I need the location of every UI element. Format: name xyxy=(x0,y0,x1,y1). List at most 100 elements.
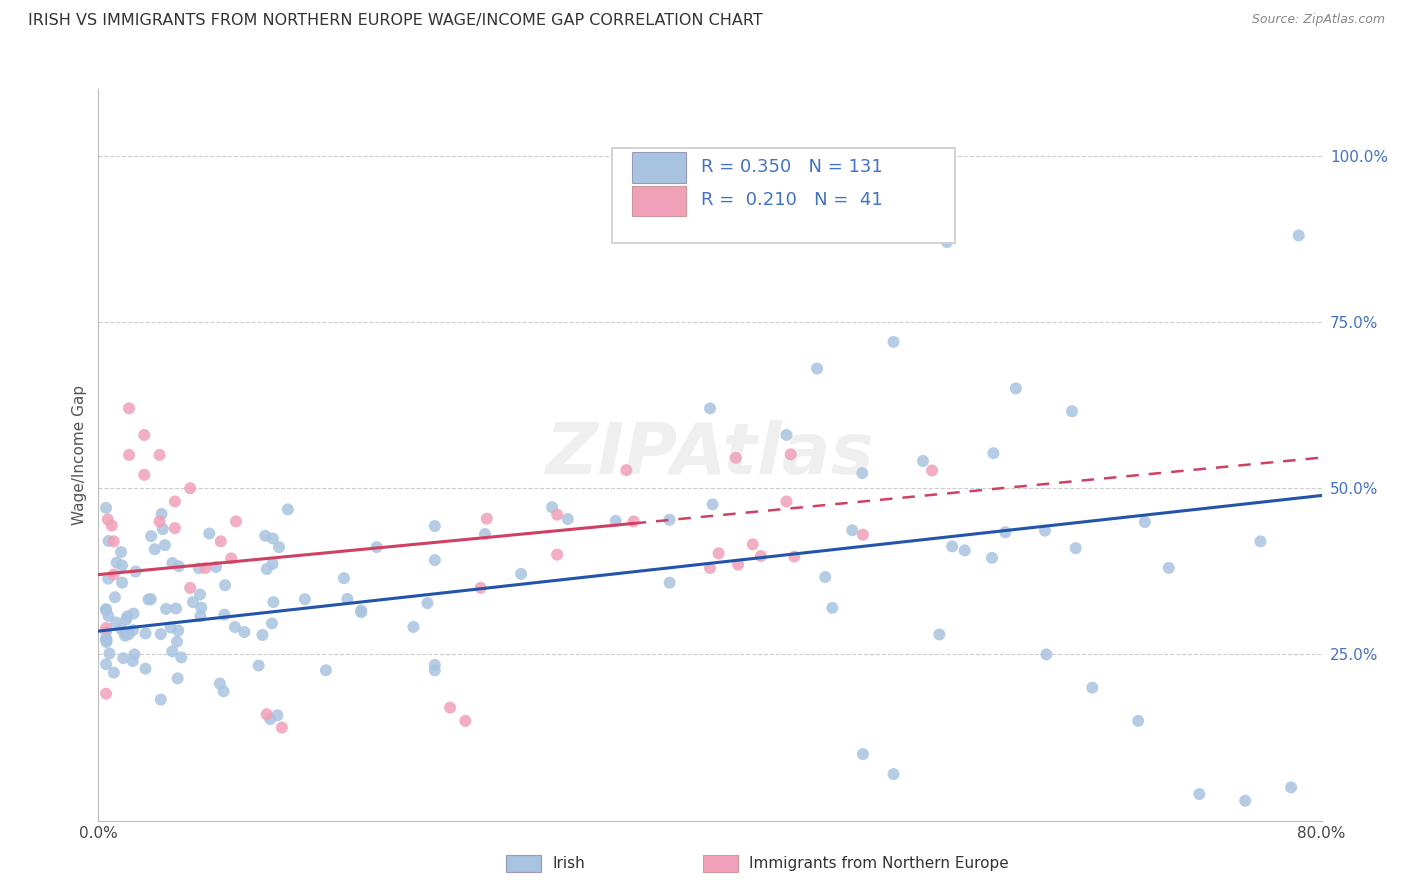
Point xyxy=(474,527,496,541)
Point xyxy=(134,467,156,482)
Point xyxy=(1033,524,1056,538)
Point xyxy=(416,596,439,610)
Point xyxy=(783,549,806,564)
Point xyxy=(105,556,128,570)
Point xyxy=(170,650,193,665)
Point xyxy=(97,608,120,623)
Point xyxy=(707,546,730,560)
Point xyxy=(366,540,388,554)
Point xyxy=(104,591,127,605)
Point xyxy=(198,526,221,541)
Point xyxy=(546,508,568,522)
Point xyxy=(98,647,121,661)
Point xyxy=(94,500,117,515)
Point xyxy=(225,515,247,529)
Point xyxy=(270,721,292,735)
Point xyxy=(936,235,959,249)
Point xyxy=(921,463,943,477)
Point xyxy=(134,626,156,640)
Point xyxy=(1081,681,1104,695)
Point xyxy=(315,663,337,677)
Point xyxy=(981,550,1004,565)
Point xyxy=(475,511,498,525)
Point xyxy=(814,570,837,584)
Point xyxy=(1234,794,1257,808)
Point xyxy=(96,635,118,649)
Point xyxy=(546,548,568,562)
Point xyxy=(775,494,797,508)
Point xyxy=(941,540,963,554)
Point xyxy=(262,557,284,571)
Point xyxy=(122,607,145,621)
Point xyxy=(163,494,186,508)
Point xyxy=(658,513,681,527)
Point xyxy=(118,401,141,416)
Point xyxy=(162,644,184,658)
Point xyxy=(1188,787,1211,801)
Point xyxy=(111,575,134,590)
Point xyxy=(658,575,681,590)
Point xyxy=(614,463,637,477)
Point xyxy=(124,565,146,579)
Point xyxy=(852,527,875,541)
Point xyxy=(277,502,299,516)
Point xyxy=(167,624,190,638)
Point xyxy=(841,523,863,537)
Point xyxy=(143,542,166,557)
Point xyxy=(94,632,117,647)
Point xyxy=(350,605,373,619)
Text: ZIPAtlas: ZIPAtlas xyxy=(546,420,875,490)
Point xyxy=(423,553,446,567)
Point xyxy=(214,607,236,622)
Point xyxy=(208,676,231,690)
Point xyxy=(259,712,281,726)
Point xyxy=(94,624,117,639)
Point xyxy=(1128,714,1150,728)
Point xyxy=(94,687,117,701)
Point xyxy=(454,714,477,728)
Point xyxy=(188,587,211,601)
Point xyxy=(104,615,127,630)
Point xyxy=(724,450,747,465)
Point xyxy=(423,519,446,533)
Point xyxy=(1064,541,1087,556)
Text: Immigrants from Northern Europe: Immigrants from Northern Europe xyxy=(749,856,1010,871)
Point xyxy=(851,466,873,480)
Point xyxy=(333,571,356,585)
Point xyxy=(114,629,136,643)
Point xyxy=(97,533,120,548)
Point xyxy=(94,632,117,646)
Point xyxy=(439,700,461,714)
Point xyxy=(260,616,283,631)
Point xyxy=(821,600,844,615)
Point xyxy=(510,566,533,581)
Point xyxy=(252,628,274,642)
Point xyxy=(194,561,217,575)
Point xyxy=(256,562,278,576)
Point xyxy=(983,446,1005,460)
Point xyxy=(233,625,256,640)
Point xyxy=(118,627,141,641)
Point xyxy=(749,549,772,563)
Point xyxy=(149,692,172,706)
Point xyxy=(336,591,359,606)
Point xyxy=(190,600,212,615)
Point xyxy=(96,632,118,647)
Point xyxy=(541,500,564,515)
Point xyxy=(928,627,950,641)
Point xyxy=(1004,381,1026,395)
Point xyxy=(121,654,143,668)
Point xyxy=(94,621,117,635)
Point xyxy=(402,620,425,634)
Point xyxy=(852,747,875,761)
Point xyxy=(699,401,721,416)
Point xyxy=(775,428,797,442)
Point xyxy=(103,567,125,582)
Text: R =  0.210   N =  41: R = 0.210 N = 41 xyxy=(702,192,883,210)
Point xyxy=(103,534,125,549)
Point xyxy=(350,603,373,617)
Point xyxy=(94,657,117,672)
Point xyxy=(155,602,177,616)
Point xyxy=(110,622,132,636)
Point xyxy=(162,556,184,570)
